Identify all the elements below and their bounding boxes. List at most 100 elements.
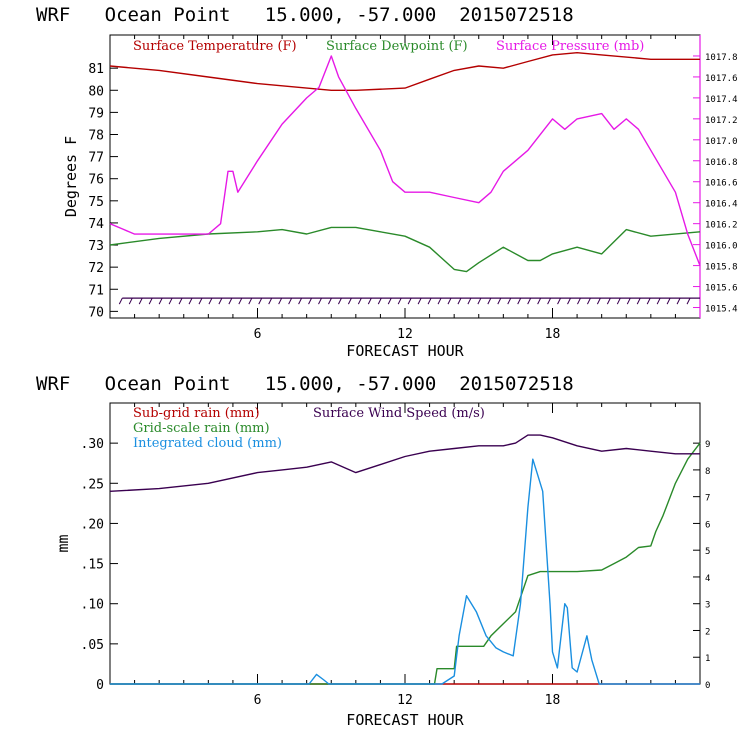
- wind-barb: [268, 297, 273, 305]
- y2-tick-label: 1017.8: [705, 53, 738, 63]
- wind-barb: [686, 297, 691, 305]
- wind-barb: [497, 297, 502, 305]
- y-tick-label: 0: [96, 678, 104, 693]
- wind-barb: [577, 297, 581, 305]
- wind-barb: [507, 297, 512, 305]
- y-tick-label: .30: [81, 437, 104, 452]
- y2-tick-label: 0: [705, 681, 710, 691]
- legend-entry: Sub-grid rain (mm): [133, 406, 260, 421]
- y2-tick-label: 1017.6: [705, 74, 738, 84]
- wind-barb: [646, 297, 651, 305]
- wind-barb: [357, 297, 362, 305]
- wind-barb: [437, 297, 442, 305]
- series-line-integrated-cloud-mm: [110, 458, 700, 685]
- y-tick-label: 81: [88, 62, 104, 77]
- wind-barb: [397, 297, 402, 305]
- wind-barb: [616, 297, 621, 305]
- wind-barb: [557, 297, 562, 305]
- y2-tick-label: 4: [705, 574, 710, 584]
- y2-tick-label: 1017.0: [705, 137, 738, 147]
- x-tick-label: 12: [397, 693, 413, 708]
- y-tick-label: 77: [88, 151, 104, 166]
- wind-barb: [337, 297, 342, 305]
- wind-barb: [666, 297, 671, 305]
- wind-barb: [467, 297, 472, 305]
- y-tick-label: .25: [81, 477, 104, 492]
- wind-barb: [567, 297, 571, 305]
- x-tick-label: 12: [397, 327, 413, 342]
- legend-entry: Grid-scale rain (mm): [133, 421, 270, 436]
- y2-tick-label: 2: [705, 627, 710, 637]
- wind-barb: [626, 297, 631, 305]
- y2-tick-label: 1016.4: [705, 200, 738, 210]
- wind-barb: [138, 297, 143, 305]
- legend-entry: Surface Dewpoint (F): [326, 39, 468, 54]
- y2-tick-label: 1016.8: [705, 158, 738, 168]
- wind-barb: [288, 297, 293, 305]
- wind-barb: [318, 297, 322, 305]
- wind-barb: [188, 297, 193, 305]
- y-tick-label: 76: [88, 173, 104, 188]
- wind-barb: [198, 297, 203, 305]
- series-line-surface-pressure-mb: [109, 55, 701, 266]
- wind-barb: [208, 297, 213, 305]
- chart-title-1: WRF Ocean Point 15.000, -57.000 20150725…: [36, 4, 574, 26]
- y2-tick-label: 6: [705, 520, 710, 530]
- y2-tick-label: 1015.8: [705, 263, 738, 273]
- y2-tick-label: 3: [705, 601, 710, 611]
- wind-barb: [537, 297, 542, 305]
- y-tick-label: 70: [88, 305, 104, 320]
- y-tick-label: 71: [88, 283, 104, 298]
- y2-tick-label: 1017.4: [705, 95, 738, 105]
- panel-1: [109, 34, 701, 319]
- x-tick-label: 18: [545, 327, 561, 342]
- series-line-surface-wind-speed-m-s: [109, 434, 700, 492]
- y2-tick-label: 1015.6: [705, 284, 738, 294]
- y2-tick-label: 9: [705, 440, 710, 450]
- wind-barb: [248, 297, 253, 305]
- wind-barb: [547, 297, 552, 305]
- wind-barb: [656, 297, 661, 305]
- wind-barb: [487, 297, 492, 305]
- y-tick-label: 75: [88, 195, 104, 210]
- y2-tick-label: 7: [705, 494, 710, 504]
- wind-barb: [128, 297, 133, 305]
- x-tick-label: 6: [254, 327, 262, 342]
- chart-title-2: WRF Ocean Point 15.000, -57.000 20150725…: [36, 373, 574, 395]
- y2-tick-label: 1015.4: [705, 305, 738, 315]
- y2-tick-label: 5: [705, 547, 710, 557]
- legend-entry: Surface Temperature (F): [133, 39, 297, 54]
- wind-barb: [387, 297, 392, 305]
- y2-tick-label: 1017.2: [705, 116, 738, 126]
- y-tick-label: .10: [81, 598, 104, 613]
- wind-barb: [278, 297, 283, 305]
- wind-barb: [636, 297, 641, 305]
- y2-tick-label: 1: [705, 654, 710, 664]
- series-line-surface-temperature-f: [109, 52, 700, 91]
- wind-barb: [148, 297, 153, 305]
- y-tick-label: .05: [81, 638, 104, 653]
- panel-2: [109, 402, 701, 685]
- wind-barb: [158, 297, 163, 305]
- y2-tick-label: 1016.6: [705, 179, 738, 189]
- wind-barb: [606, 297, 611, 305]
- y-tick-label: 72: [88, 261, 104, 276]
- wind-barb: [308, 297, 312, 305]
- y-axis-label: Degrees F: [62, 136, 80, 217]
- y-axis-label: mm: [54, 534, 72, 552]
- x-axis-label: FORECAST HOUR: [346, 342, 464, 360]
- wind-barb: [417, 297, 422, 305]
- y-tick-label: 73: [88, 239, 104, 254]
- y-tick-label: 79: [88, 106, 104, 121]
- wind-barb: [168, 297, 173, 305]
- y-tick-label: 74: [88, 217, 104, 232]
- wind-barb: [347, 297, 352, 305]
- x-tick-label: 18: [545, 693, 561, 708]
- wind-barb: [298, 297, 303, 305]
- plot-frame-1: [109, 34, 701, 319]
- legend-entry: Surface Pressure (mb): [496, 39, 644, 54]
- wind-barb: [367, 297, 372, 305]
- legend-entry: Integrated cloud (mm): [133, 436, 282, 451]
- wind-barb: [527, 297, 532, 305]
